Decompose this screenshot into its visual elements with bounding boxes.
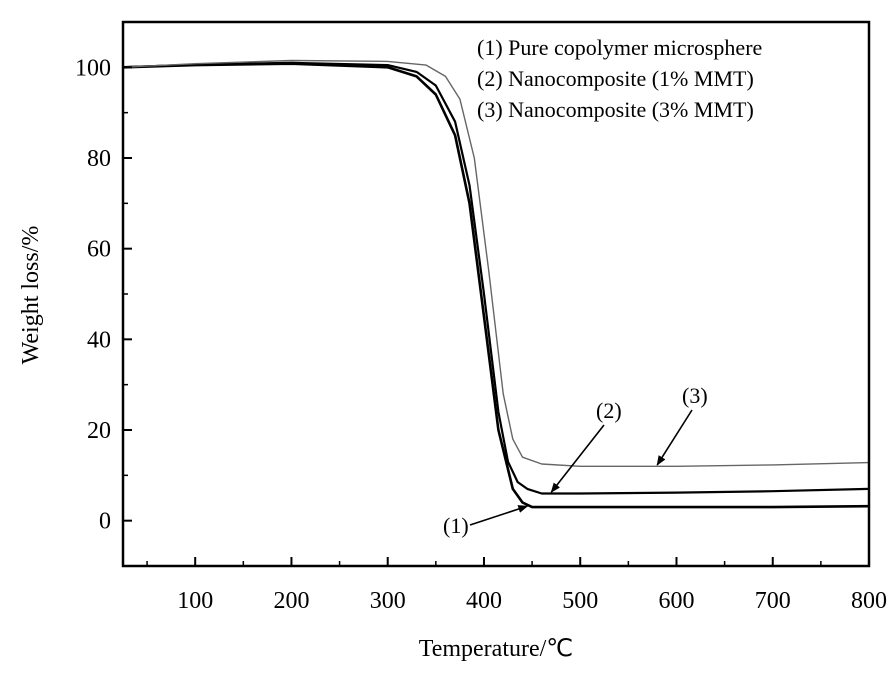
y-tick-label: 80 bbox=[87, 146, 111, 172]
annotation-arrow-2 bbox=[550, 424, 605, 493]
legend-entry-2: (2) Nanocomposite (1% MMT) bbox=[477, 66, 754, 91]
x-tick-label: 200 bbox=[273, 588, 309, 614]
series-line-1 bbox=[122, 62, 870, 509]
x-tick-label: 600 bbox=[658, 588, 694, 614]
annotation-label-2: (2) bbox=[596, 398, 622, 423]
series-line-2 bbox=[122, 61, 870, 495]
y-tick-label: 40 bbox=[87, 327, 111, 353]
y-tick-label: 100 bbox=[75, 55, 111, 81]
annotation-arrow-3 bbox=[656, 409, 693, 466]
y-tick-label: 60 bbox=[87, 237, 111, 263]
x-tick-label: 300 bbox=[370, 588, 406, 614]
x-axis-ticks: 100 200 300 400 500 600 700 800 bbox=[146, 557, 887, 614]
x-tick-label: 100 bbox=[177, 588, 213, 614]
annotation-label-1: (1) bbox=[443, 513, 469, 538]
x-axis-title: Temperature/℃ bbox=[419, 636, 574, 662]
series-layer bbox=[122, 59, 870, 509]
series-line-3 bbox=[122, 59, 870, 467]
annotation-arrow-1 bbox=[469, 505, 529, 526]
legend-entry-3: (3) Nanocomposite (3% MMT) bbox=[477, 97, 754, 122]
annotation-label-3: (3) bbox=[682, 383, 708, 408]
y-tick-label: 0 bbox=[99, 509, 111, 535]
y-axis-ticks: 0 20 40 60 80 100 bbox=[75, 21, 132, 567]
y-tick-label: 20 bbox=[87, 418, 111, 444]
annotation-layer: (1) (2) (3) bbox=[443, 383, 708, 538]
x-tick-label: 700 bbox=[755, 588, 791, 614]
legend-entry-1: (1) Pure copolymer microsphere bbox=[477, 35, 762, 60]
x-tick-label: 800 bbox=[851, 588, 887, 614]
y-axis-title: Weight loss/% bbox=[18, 226, 44, 365]
legend: (1) Pure copolymer microsphere (2) Nanoc… bbox=[477, 35, 762, 122]
x-tick-label: 400 bbox=[466, 588, 502, 614]
x-tick-label: 500 bbox=[562, 588, 598, 614]
